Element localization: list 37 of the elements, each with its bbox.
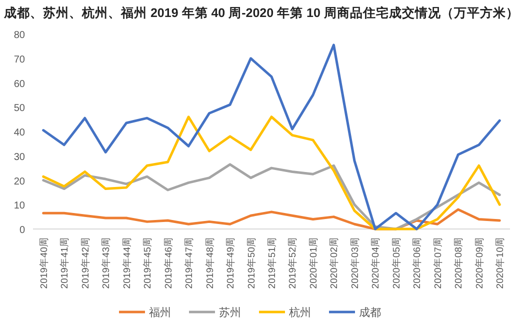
y-tick-label: 0	[19, 225, 26, 236]
y-tick-label: 20	[14, 176, 26, 188]
x-tick-label: 2020年10周	[494, 237, 506, 289]
legend-label: 福州	[149, 306, 171, 319]
x-tick-label: 2020年07周	[432, 237, 444, 289]
y-tick-label: 50	[14, 103, 26, 114]
x-tick-label: 2020年08周	[452, 237, 465, 289]
x-tick-label: 2020年05周	[390, 237, 402, 289]
x-tick-label: 2019年42周	[79, 237, 92, 289]
x-tick-label: 2019年44周	[120, 237, 133, 289]
x-tick-label: 2020年04周	[370, 237, 382, 289]
x-tick-label: 2019年45周	[142, 237, 154, 289]
x-tick-label: 2020年02周	[328, 237, 340, 289]
y-tick-label: 70	[14, 54, 26, 66]
x-tick-label: 2020年03周	[348, 237, 361, 289]
x-tick-label: 2019年48周	[204, 237, 216, 289]
title: 成都、苏州、杭州、福州 2019 年第 40 周-2020 年第 10 周商品住宅成交情况（万平方米）	[4, 6, 518, 20]
y-tick-label: 30	[14, 152, 26, 163]
x-tick-label: 2019年43周	[100, 237, 112, 289]
x-tick-label: 2019年46周	[162, 237, 174, 289]
x-tick-label: 2020年09周	[473, 237, 486, 289]
x-tick-label: 2019年52周	[286, 237, 299, 289]
x-tick-label: 2020年06周	[411, 237, 424, 289]
y-tick-label: 80	[14, 30, 26, 41]
y-tick-label: 60	[14, 78, 26, 90]
x-tick-label: 2019年51周	[266, 237, 278, 289]
x-tick-label: 2019年40周	[38, 237, 50, 289]
y-tick-label: 40	[14, 128, 26, 138]
x-tick-label: 2019年49周	[224, 237, 237, 289]
legend-label: 成都	[359, 306, 381, 319]
x-tick-label: 2019年47周	[183, 237, 196, 289]
x-tick-label: 2019年41周	[58, 237, 71, 289]
legend-label: 杭州	[288, 306, 311, 319]
legend-label: 苏州	[219, 306, 241, 319]
y-tick-label: 10	[14, 200, 26, 212]
x-tick-label: 2019年50周	[245, 237, 258, 289]
x-tick-label: 2020年01周	[307, 237, 320, 289]
